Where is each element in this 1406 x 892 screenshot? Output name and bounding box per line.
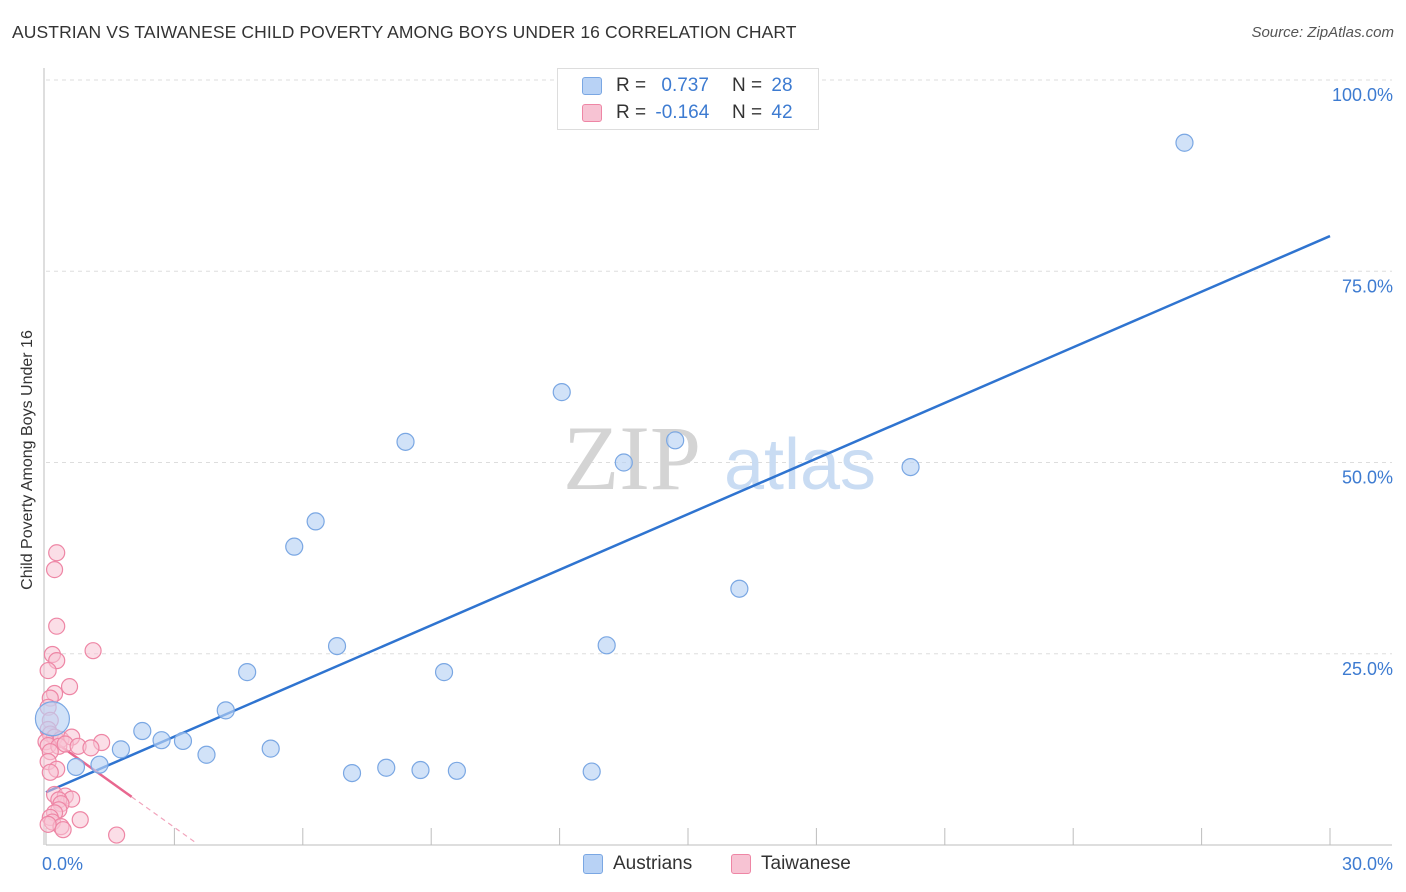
taiwanese-legend-label: Taiwanese <box>761 853 851 874</box>
legend-r-value: -0.164 <box>655 102 710 123</box>
austrians-point <box>411 760 430 780</box>
austrians-point <box>173 731 193 751</box>
y-axis-label-wrap: Child Poverty Among Boys Under 16 <box>16 300 40 620</box>
trendlines <box>45 234 1331 844</box>
chart-title: AUSTRIAN VS TAIWANESE CHILD POVERTY AMON… <box>12 22 797 42</box>
austrians-swatch <box>583 854 603 874</box>
austrians-point <box>34 701 71 737</box>
austrians-point <box>327 636 347 656</box>
austrians-point <box>111 740 131 759</box>
austrians-point <box>261 739 280 758</box>
source-label: Source: ZipAtlas.com <box>1251 24 1394 41</box>
taiwanese-point <box>108 826 126 844</box>
legend-swatch-austrians <box>582 77 602 95</box>
austrians-point <box>582 762 601 781</box>
austrians-point <box>306 512 325 531</box>
austrians-point <box>434 663 454 682</box>
x-tick-label: 30.0% <box>1342 854 1393 874</box>
legend-n-label: N = <box>732 102 763 123</box>
taiwanese-point <box>54 821 72 839</box>
bottom-legend-taiwanese[interactable]: Taiwanese <box>731 852 851 876</box>
legend-r-austrians: R = 0.737 <box>616 75 709 97</box>
legend-n-taiwanese: N = 42 <box>732 102 793 124</box>
taiwanese-point <box>84 642 102 660</box>
watermark: ZIP atlas <box>563 407 876 509</box>
x-tick-label: 0.0% <box>42 854 83 874</box>
y-tick-label: 100.0% <box>1332 85 1393 105</box>
taiwanese-point <box>39 661 57 680</box>
taiwanese-trend-extension <box>131 796 197 844</box>
austrians-point <box>377 758 396 777</box>
austrians-points <box>34 133 1194 783</box>
y-tick-label: 25.0% <box>1342 659 1393 679</box>
watermark-zip: ZIP <box>563 407 701 509</box>
austrians-point <box>597 636 616 655</box>
austrians-point <box>396 432 415 451</box>
y-tick-label: 50.0% <box>1342 468 1393 488</box>
legend-r-value: 0.737 <box>661 75 709 96</box>
austrians-point <box>666 431 685 450</box>
legend-n-value: 42 <box>771 102 793 123</box>
taiwanese-point <box>45 560 64 579</box>
bottom-legend-austrians[interactable]: Austrians <box>583 852 692 876</box>
taiwanese-point <box>60 678 79 696</box>
austrians-point <box>342 763 362 783</box>
taiwanese-point <box>48 544 66 562</box>
taiwanese-points <box>37 544 126 844</box>
legend-swatch-taiwanese <box>582 104 602 122</box>
taiwanese-point <box>48 617 66 635</box>
austrians-point <box>1175 133 1194 152</box>
legend-n-label: N = <box>732 75 763 96</box>
y-tick-label: 75.0% <box>1342 276 1393 296</box>
axes <box>43 68 1392 846</box>
austrians-point <box>552 383 571 402</box>
austrians-point <box>285 537 304 556</box>
legend-r-label: R = <box>616 75 647 96</box>
legend-r-label: R = <box>616 102 647 123</box>
austrians-point <box>216 701 235 720</box>
austrians-point <box>197 745 216 764</box>
austrians-point <box>730 579 749 598</box>
austrians-trend-line <box>45 234 1331 794</box>
legend-n-value: 28 <box>771 75 793 96</box>
taiwanese-point <box>41 763 59 781</box>
legend-n-austrians: N = 28 <box>732 75 793 97</box>
austrians-point <box>133 721 152 741</box>
taiwanese-point <box>82 739 100 757</box>
tick-labels: 100.0% 75.0% 50.0% 25.0% 0.0% 30.0% <box>42 85 1393 874</box>
taiwanese-swatch <box>731 854 751 874</box>
austrians-point <box>614 453 633 472</box>
gridlines <box>46 79 1392 655</box>
correlation-legend: R = 0.737 N = 28 R = -0.164 N = 42 <box>557 68 819 130</box>
austrians-point <box>901 457 920 477</box>
austrians-point <box>238 663 257 682</box>
y-axis-label: Child Poverty Among Boys Under 16 <box>19 330 36 590</box>
austrians-point <box>152 731 171 750</box>
austrians-point <box>447 761 466 780</box>
austrians-point <box>90 755 109 774</box>
taiwanese-point <box>71 811 89 829</box>
taiwanese-point <box>39 815 57 833</box>
austrians-legend-label: Austrians <box>613 853 693 874</box>
legend-r-taiwanese: R = -0.164 <box>616 102 709 124</box>
austrians-point <box>66 757 86 777</box>
